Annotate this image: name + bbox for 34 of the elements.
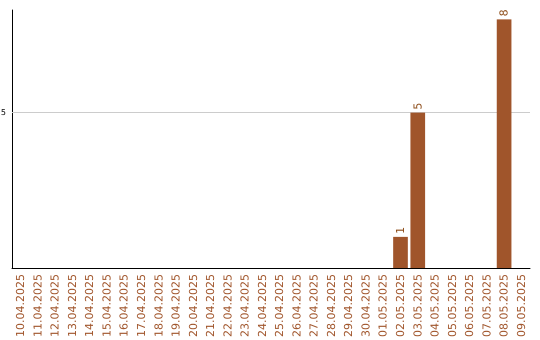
x-tick-label: 17.04.2025 [135, 274, 148, 338]
x-tick-label: 29.04.2025 [342, 274, 356, 338]
x-tick-label: 25.04.2025 [273, 274, 286, 338]
x-tick-label: 01.05.2025 [376, 274, 390, 338]
x-tick-label: 23.04.2025 [238, 274, 252, 338]
x-tick-label: 08.05.2025 [498, 274, 511, 338]
x-tick-label: 04.05.2025 [428, 274, 442, 338]
x-tick-label: 03.05.2025 [411, 274, 424, 338]
x-tick-label: 11.04.2025 [31, 274, 44, 338]
x-tick-label: 20.04.2025 [186, 274, 200, 338]
x-tick-label: 10.04.2025 [14, 274, 28, 338]
x-tick-label: 07.05.2025 [480, 274, 494, 338]
x-tick-label: 19.04.2025 [170, 274, 183, 338]
data-label: 1 [394, 226, 407, 234]
x-tick-label: 21.04.2025 [204, 274, 218, 338]
x-tick-label: 22.04.2025 [221, 274, 234, 338]
x-tick-label: 09.05.2025 [514, 274, 528, 338]
x-tick-label: 15.04.2025 [100, 274, 114, 338]
x-tick-label: 05.05.2025 [446, 274, 459, 338]
x-tick-label: 27.04.2025 [308, 274, 321, 338]
x-tick-label: 24.04.2025 [256, 274, 269, 338]
x-tick-label: 28.04.2025 [324, 274, 338, 338]
data-label: 8 [498, 9, 511, 16]
x-tick-label: 18.04.2025 [152, 274, 166, 338]
ref-line-label: 5 [0, 108, 6, 118]
x-tick-label: 02.05.2025 [394, 274, 407, 338]
x-tick-label: 16.04.2025 [118, 274, 131, 338]
x-tick-label: 26.04.2025 [290, 274, 304, 338]
x-tick-label: 12.04.2025 [48, 274, 62, 338]
x-tick-label: 14.04.2025 [83, 274, 96, 338]
data-label: 5 [411, 102, 424, 110]
x-tick-label: 30.04.2025 [359, 274, 372, 338]
x-tick-label: 13.04.2025 [66, 274, 79, 338]
x-tick-label: 06.05.2025 [463, 274, 476, 338]
